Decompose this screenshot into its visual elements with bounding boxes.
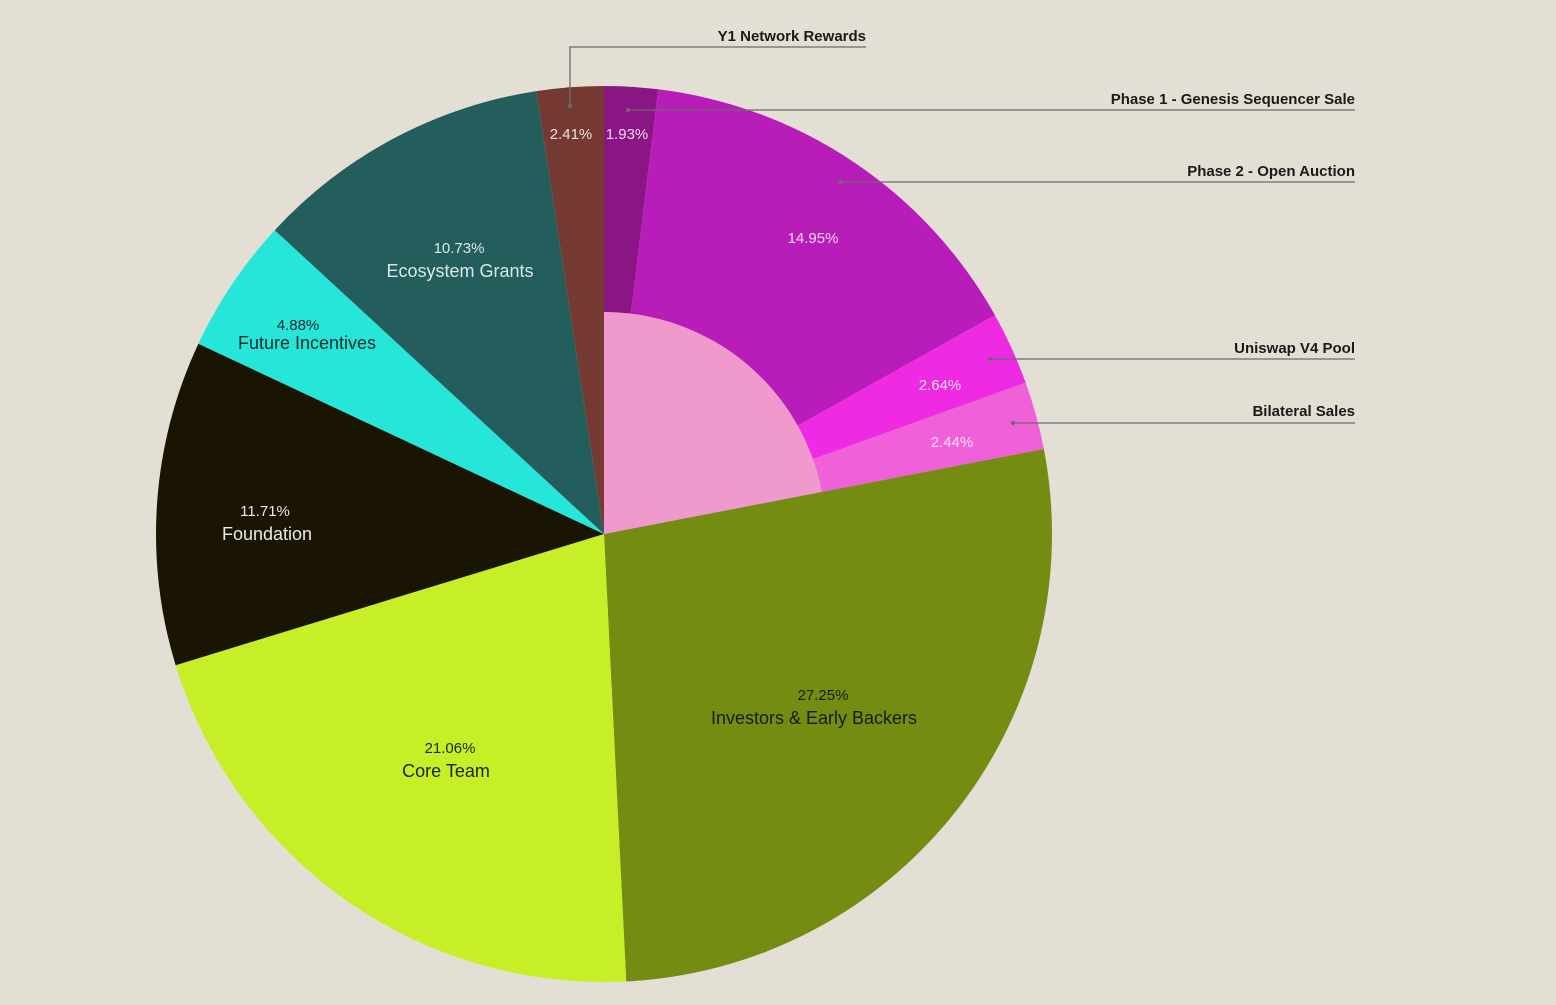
pie-slice-y1-network-rewards	[536, 86, 604, 534]
callout-label-y1-network-rewards: Y1 Network Rewards	[718, 28, 866, 45]
pie-slice-investors-early-backers	[604, 448, 1052, 982]
pct-label-y1-network-rewards: 2.41%	[550, 126, 593, 143]
pct-label-ecosystem-grants: 10.73%	[434, 240, 485, 257]
leader-line-y1-network-rewards	[569, 46, 866, 106]
pct-label-foundation: 11.71%	[240, 503, 290, 520]
pct-label-investors-early-backers: 27.25%	[798, 687, 849, 704]
leader-dot-phase-2-open-auction	[838, 180, 842, 184]
callout-label-bilateral-sales: Bilateral Sales	[1252, 403, 1355, 420]
pct-label-phase-2-open-auction: 14.95%	[788, 230, 839, 247]
callout-layer: Phase 1 - Genesis Sequencer Sale Phase 2 …	[568, 28, 1355, 425]
leader-dot-bilateral-sales	[1011, 421, 1015, 425]
name-label-investors-early-backers: Investors & Early Backers	[711, 708, 917, 728]
pie-slice-ecosystem-grants	[274, 91, 604, 534]
inner-sales-wedge	[604, 312, 822, 534]
pie-slice-future-incentives	[198, 230, 604, 534]
name-label-core-team: Core Team	[402, 761, 490, 781]
pct-label-bilateral-sales: 2.44%	[931, 434, 974, 451]
labels-layer: 1.93% 14.95% 2.64% 2.44% 27.25% Investors & E…	[222, 126, 973, 781]
leader-dot-uniswap-v4-pool	[988, 357, 992, 361]
pie-slice-foundation	[155, 343, 604, 666]
leader-dot-phase-1-genesis-sequencer-sale	[626, 108, 630, 112]
pie-slice-core-team	[175, 534, 627, 982]
callout-label-phase-1-genesis-sequencer-sale: Phase 1 - Genesis Sequencer Sale	[1111, 91, 1355, 108]
inner-layer	[604, 312, 822, 534]
callout-label-uniswap-v4-pool: Uniswap V4 Pool	[1234, 340, 1355, 357]
leader-dot-y1-network-rewards	[568, 104, 572, 108]
callout-label-phase-2-open-auction: Phase 2 - Open Auction	[1187, 163, 1355, 180]
pct-label-future-incentives: 4.88%	[277, 317, 320, 334]
name-label-future-incentives: Future Incentives	[238, 333, 376, 353]
pct-label-uniswap-v4-pool: 2.64%	[919, 377, 962, 394]
pct-label-phase-1-genesis-sequencer-sale: 1.93%	[606, 126, 649, 143]
name-label-ecosystem-grants: Ecosystem Grants	[386, 261, 533, 281]
pct-label-core-team: 21.06%	[425, 740, 476, 757]
name-label-foundation: Foundation	[222, 524, 312, 544]
